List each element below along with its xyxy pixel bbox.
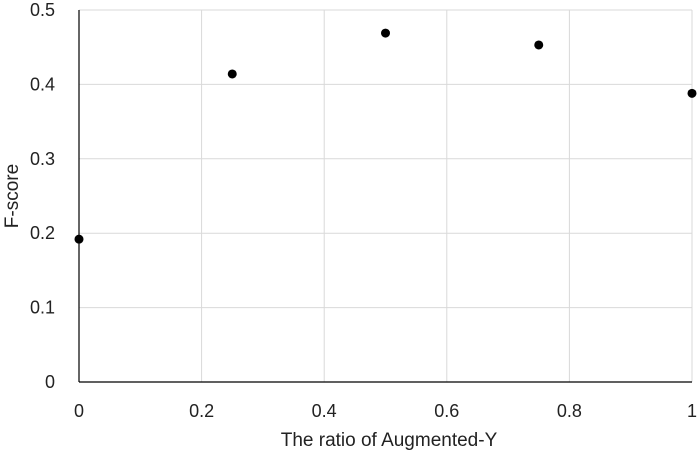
y-tick-label: 0.1 <box>30 298 55 318</box>
data-points <box>74 28 697 244</box>
y-tick-labels: 0 0.1 0.2 0.3 0.4 0.5 <box>30 0 55 392</box>
y-tick-label: 0.3 <box>30 149 55 169</box>
x-tick-label: 0.6 <box>434 401 459 421</box>
x-tick-label: 0.8 <box>557 401 582 421</box>
x-tick-label: 0.2 <box>189 401 214 421</box>
y-tick-label: 0.2 <box>30 223 55 243</box>
y-tick-label: 0.5 <box>30 0 55 20</box>
data-point <box>687 88 697 98</box>
x-axis-title: The ratio of Augmented-Y <box>281 430 498 451</box>
grid-lines <box>79 9 693 382</box>
axes <box>78 10 692 383</box>
data-point <box>534 40 544 50</box>
x-tick-label: 1 <box>687 401 697 421</box>
y-tick-label: 0.4 <box>30 74 55 94</box>
data-point <box>381 28 390 38</box>
y-axis-title: F-score <box>2 164 23 228</box>
data-point <box>74 234 84 244</box>
x-tick-label: 0.4 <box>312 401 337 421</box>
x-tick-labels: 0 0.2 0.4 0.6 0.8 1 <box>74 401 697 421</box>
y-tick-label: 0 <box>45 372 55 392</box>
x-tick-label: 0 <box>74 401 84 421</box>
data-point <box>227 69 237 79</box>
